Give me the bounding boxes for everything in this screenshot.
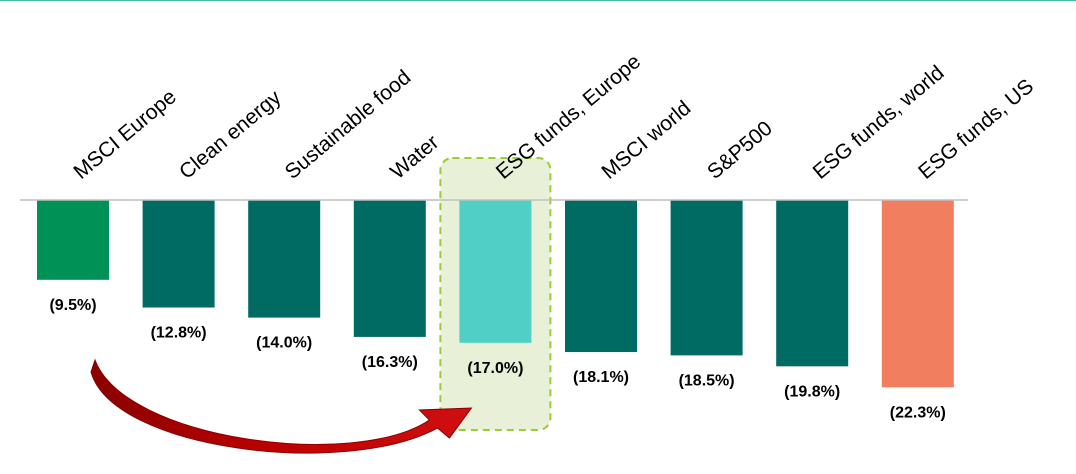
- category-label: MSCI world: [597, 96, 695, 183]
- top-rule: [0, 0, 1076, 1]
- value-label: (16.3%): [362, 354, 418, 371]
- value-label: (9.5%): [49, 297, 96, 314]
- value-label: (18.1%): [573, 369, 629, 386]
- value-label: (19.8%): [784, 383, 840, 400]
- value-label: (14.0%): [256, 335, 312, 352]
- bar: [670, 200, 743, 356]
- category-label: MSCI Europe: [69, 85, 180, 184]
- category-label: Clean energy: [175, 86, 286, 184]
- bar: [881, 200, 954, 388]
- value-label: (22.3%): [890, 404, 946, 421]
- category-label: Water: [386, 131, 443, 184]
- bar: [248, 200, 321, 318]
- curved-arrow: [90, 358, 473, 454]
- value-label: (18.5%): [679, 372, 735, 389]
- bar: [353, 200, 426, 337]
- bar: [459, 200, 532, 343]
- category-label: S&P500: [703, 117, 777, 184]
- bar: [565, 200, 637, 353]
- bar: [142, 200, 215, 308]
- bar: [776, 200, 849, 367]
- value-label: (12.8%): [151, 325, 207, 342]
- bar: [37, 200, 109, 280]
- value-label: (17.0%): [467, 360, 523, 377]
